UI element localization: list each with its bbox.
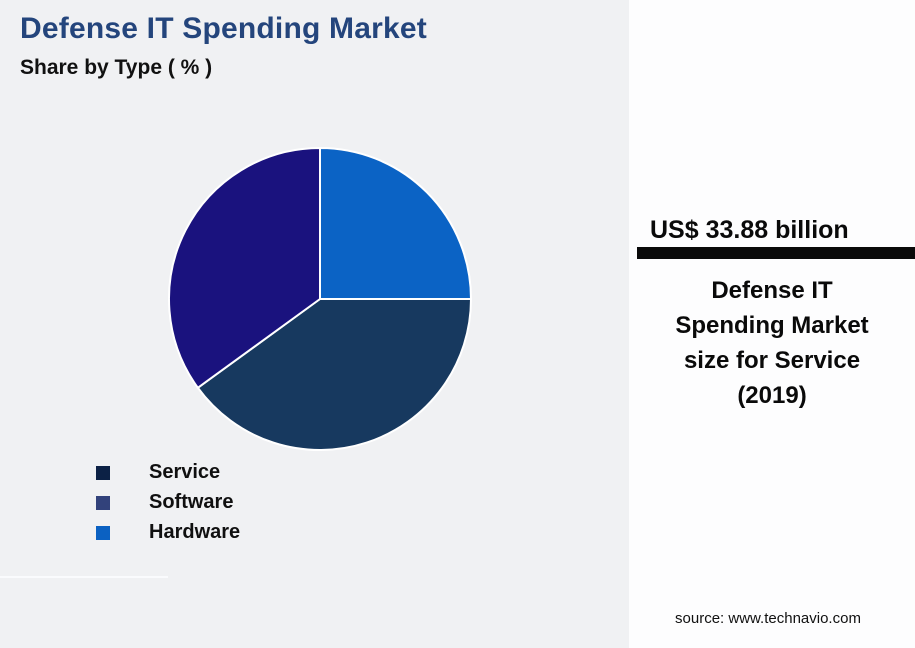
legend-label: Software [149,491,234,513]
legend-swatch-hardware [96,525,110,540]
legend-swatch-software [96,495,110,510]
page-subtitle: Share by Type ( % ) [20,56,213,79]
legend-item-service: Service [96,461,240,483]
accent-bar [637,247,915,259]
legend-swatch-service [96,465,110,480]
legend-label: Service [149,461,221,483]
callout-panel: US$ 33.88 billion Defense IT Spending Ma… [629,0,915,648]
page-title: Defense IT Spending Market [20,12,427,45]
market-size-value: US$ 33.88 billion [650,216,849,244]
market-size-description: Defense IT Spending Market size for Serv… [675,277,869,409]
source-attribution: source: www.technavio.com [675,610,861,627]
legend-label: Hardware [149,521,241,543]
legend-item-hardware: Hardware [96,521,241,543]
divider-line [0,576,168,578]
pie-slice-software [168,147,321,389]
chart-legend: Service Software Hardware [96,461,241,543]
pie-svg [168,147,472,451]
pie-chart [160,139,480,459]
pie-slice-service [196,298,472,451]
pie-slice-hardware [319,147,472,300]
legend-item-software: Software [96,491,240,513]
pie-slices [168,147,472,451]
